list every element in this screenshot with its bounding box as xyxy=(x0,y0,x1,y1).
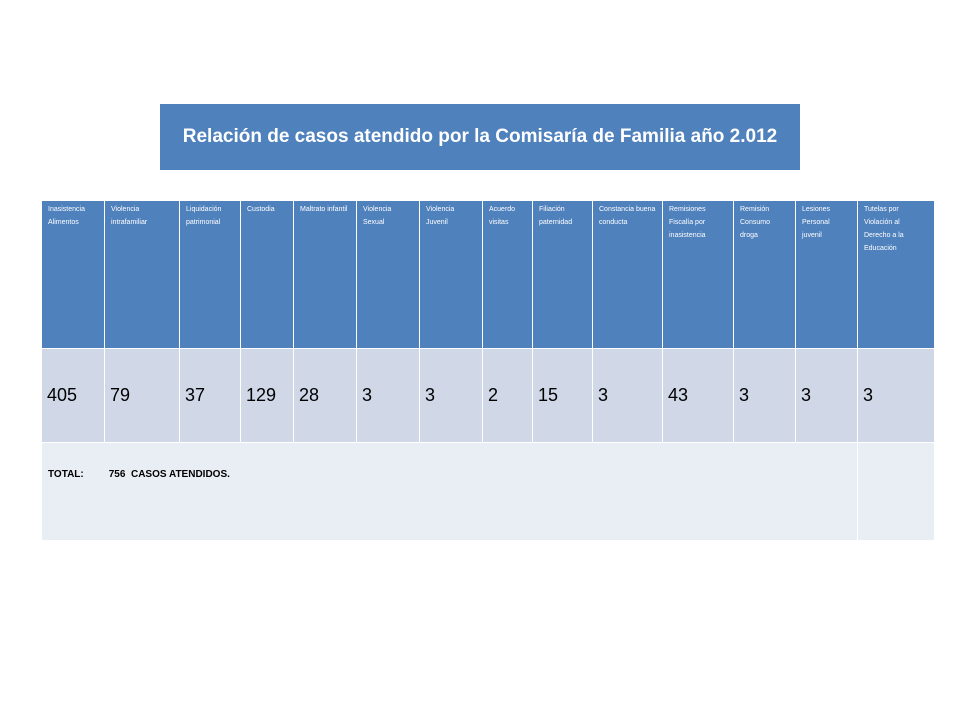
header-cell: Tutelas por Violación al Derecho a la Ed… xyxy=(857,200,935,349)
header-cell: Violencia Sexual xyxy=(356,200,420,349)
cases-table: Inasistencia Alimentos Violencia intrafa… xyxy=(41,200,935,541)
total-row: TOTAL: 756 CASOS ATENDIDOS. xyxy=(41,442,935,541)
value-cell: 15 xyxy=(532,348,593,443)
header-cell: Inasistencia Alimentos xyxy=(41,200,105,349)
total-label: TOTAL: xyxy=(48,469,84,480)
value-cell: 43 xyxy=(662,348,734,443)
value-cell: 3 xyxy=(857,348,935,443)
header-cell: Remisiones Fiscalía por inasistencia xyxy=(662,200,734,349)
value-cell: 405 xyxy=(41,348,105,443)
value-cell: 3 xyxy=(356,348,420,443)
header-cell: Lesiones Personal juvenil xyxy=(795,200,858,349)
value-cell: 37 xyxy=(179,348,241,443)
value-cell: 3 xyxy=(419,348,483,443)
value-cell: 3 xyxy=(592,348,663,443)
header-cell: Constancia buena conducta xyxy=(592,200,663,349)
header-cell: Liquidación patrimonial xyxy=(179,200,241,349)
header-row: Inasistencia Alimentos Violencia intrafa… xyxy=(41,200,935,349)
value-cell: 28 xyxy=(293,348,357,443)
value-cell: 129 xyxy=(240,348,294,443)
header-cell: Filiación paternidad xyxy=(532,200,593,349)
total-empty-cell xyxy=(857,442,935,541)
header-cell: Acuerdo visitas xyxy=(482,200,533,349)
total-cell: TOTAL: 756 CASOS ATENDIDOS. xyxy=(41,442,858,541)
value-cell: 79 xyxy=(104,348,180,443)
value-cell: 3 xyxy=(795,348,858,443)
title-box: Relación de casos atendido por la Comisa… xyxy=(160,104,800,170)
value-cell: 3 xyxy=(733,348,796,443)
header-cell: Remisión Consumo droga xyxy=(733,200,796,349)
values-row: 405 79 37 129 28 3 3 2 15 3 43 3 3 3 xyxy=(41,348,935,443)
header-cell: Maltrato infantil xyxy=(293,200,357,349)
total-value: 756 CASOS ATENDIDOS. xyxy=(108,469,230,480)
total-text: TOTAL: 756 CASOS ATENDIDOS. xyxy=(42,443,857,480)
header-cell: Custodia xyxy=(240,200,294,349)
header-cell: Violencia intrafamiliar xyxy=(104,200,180,349)
page-title: Relación de casos atendido por la Comisa… xyxy=(182,126,778,147)
value-cell: 2 xyxy=(482,348,533,443)
header-cell: Violencia Juvenil xyxy=(419,200,483,349)
